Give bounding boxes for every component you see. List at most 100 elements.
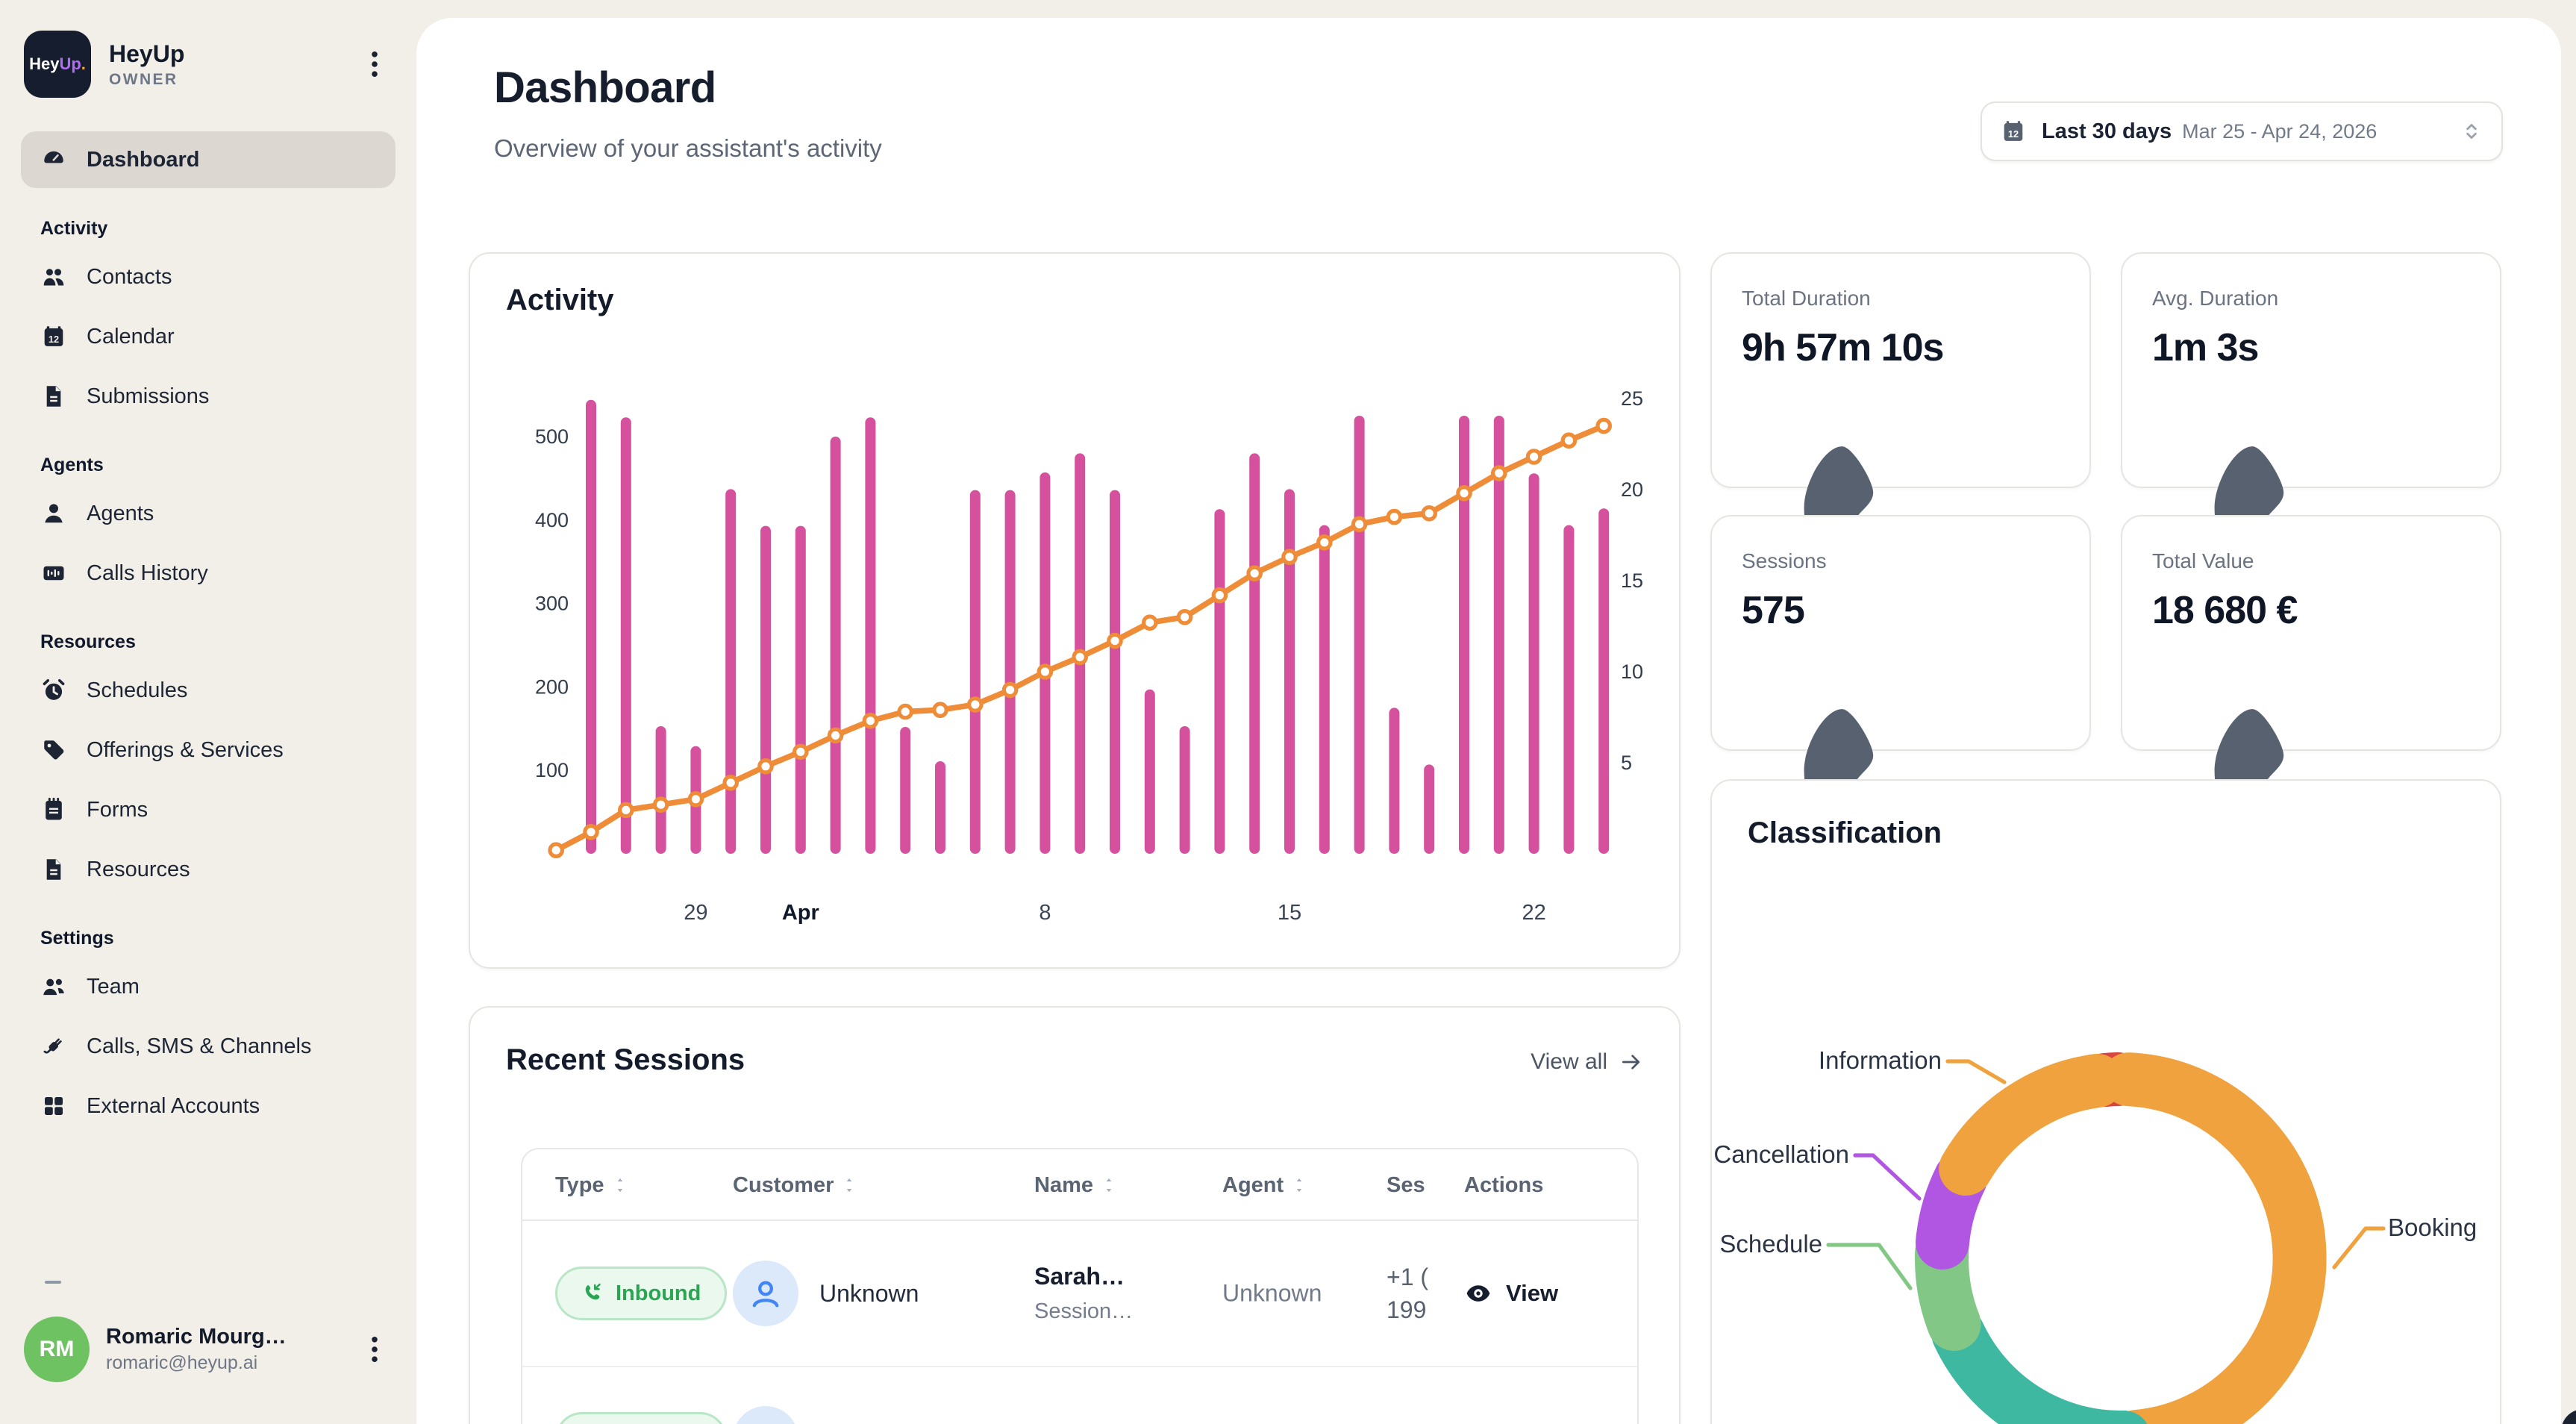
type-badge-inbound: Inbound <box>555 1412 728 1424</box>
stat-value: 575 <box>1742 589 1805 632</box>
sidebar-item-agents[interactable]: Agents <box>21 485 396 542</box>
workspace-menu-kebab-icon[interactable] <box>357 46 393 82</box>
column-header-actions: Actions <box>1464 1172 1544 1197</box>
recent-sessions-card: Recent Sessions View all Type Customer N… <box>469 1006 1681 1424</box>
activity-bar <box>1284 489 1295 854</box>
team-icon <box>40 973 67 1000</box>
sidebar-item-label: Submissions <box>87 384 210 408</box>
svg-text:5: 5 <box>1621 752 1632 774</box>
activity-bar <box>725 489 737 854</box>
activity-bar <box>1214 509 1225 854</box>
sidebar-item-calls-history[interactable]: Calls History <box>21 545 396 602</box>
person-icon <box>40 500 67 527</box>
activity-bar <box>935 761 945 854</box>
svg-text:12: 12 <box>49 334 59 345</box>
chevron-updown-icon <box>2460 119 2483 143</box>
sidebar-item-label: Calls History <box>87 560 208 585</box>
sidebar-item-submissions[interactable]: Submissions <box>21 368 396 425</box>
svg-text:300: 300 <box>535 593 569 615</box>
svg-text:8: 8 <box>1039 901 1051 925</box>
alarm-icon <box>40 677 67 704</box>
sidebar-item-label: Schedules <box>87 678 188 702</box>
sidebar-section-label: Resources <box>40 631 136 652</box>
donut-label-information: Information <box>1819 1046 1942 1074</box>
sidebar-item-calls-sms-channels[interactable]: Calls, SMS & Channels <box>21 1018 396 1075</box>
document-icon <box>40 856 67 883</box>
sidebar-item-offerings-services[interactable]: Offerings & Services <box>21 722 396 778</box>
sidebar-item-label: Calendar <box>87 324 175 349</box>
user-email: romaric@heyup.ai <box>106 1352 258 1373</box>
sidebar-item-label: Dashboard <box>87 147 200 172</box>
activity-bar <box>586 399 596 854</box>
sort-icon <box>610 1175 630 1195</box>
sidebar-item-label: Offerings & Services <box>87 737 284 762</box>
type-badge-inbound: Inbound <box>555 1267 728 1320</box>
sidebar-item-forms[interactable]: Forms <box>21 781 396 838</box>
user-menu-kebab-icon[interactable] <box>357 1331 393 1367</box>
sidebar-item-label: Resources <box>87 857 190 881</box>
tag-icon <box>40 737 67 763</box>
gauge-icon <box>40 146 67 173</box>
date-range-label: Last 30 days <box>2042 119 2172 143</box>
avatar: RM <box>24 1317 90 1382</box>
sort-icon <box>840 1175 859 1195</box>
donut-label-booking: Booking <box>2388 1214 2477 1241</box>
stat-label: Total Duration <box>1742 287 1871 310</box>
activity-bar <box>1563 525 1575 854</box>
view-button[interactable]: View <box>1464 1279 1558 1308</box>
sidebar-item-contacts[interactable]: Contacts <box>21 249 396 305</box>
svg-text:20: 20 <box>1621 478 1643 501</box>
waveform-icon <box>40 560 67 587</box>
sidebar-item-team[interactable]: Team <box>21 958 396 1015</box>
svg-text:10: 10 <box>1621 661 1643 683</box>
sidebar-item-schedules[interactable]: Schedules <box>21 662 396 719</box>
activity-chart: 100 200 300 400 500 5 10 15 20 25 29 Apr 8 15 22 <box>535 387 1643 925</box>
session-name: Sarah… <box>1034 1263 1125 1290</box>
sidebar-section-label: Settings <box>40 928 114 949</box>
stat-label: Total Value <box>2152 549 2254 572</box>
session-subtitle: Session… <box>1034 1299 1134 1323</box>
sidebar: HeyUp. HeyUp OWNER Dashboard Activity Co… <box>0 0 416 1424</box>
table-row[interactable]: Inbound Michael… +1 ( <box>522 1366 1637 1424</box>
date-range-picker[interactable]: 12 Last 30 days Mar 25 - Apr 24, 2026 <box>1981 102 2503 161</box>
customer-name: Unknown <box>819 1279 919 1307</box>
workspace-role: OWNER <box>109 70 178 88</box>
page-subtitle: Overview of your assistant's activity <box>494 134 882 162</box>
stat-card-sessions: Sessions 575 5173523 <box>1710 515 2091 1373</box>
view-all-link[interactable]: View all <box>1531 1049 1643 1075</box>
classification-donut-chart: Information Cancellation Schedule Booking <box>1713 1046 2477 1424</box>
activity-bar <box>1319 525 1330 854</box>
column-header-agent[interactable]: Agent <box>1222 1149 1309 1221</box>
calendar-icon: 12 <box>2000 118 2027 145</box>
table-row[interactable]: Inbound Unknown Sarah… Session… Unknown … <box>522 1221 1637 1366</box>
svg-text:12: 12 <box>2008 128 2019 140</box>
customer-avatar <box>733 1261 798 1326</box>
eye-icon <box>1464 1279 1492 1308</box>
donut-label-schedule: Schedule <box>1719 1230 1822 1258</box>
date-range-value: Mar 25 - Apr 24, 2026 <box>2182 119 2378 143</box>
svg-text:22: 22 <box>1522 901 1545 925</box>
column-header-name[interactable]: Name <box>1034 1149 1119 1221</box>
activity-bar <box>1110 490 1120 854</box>
floating-action-button[interactable] <box>2561 1409 2576 1424</box>
user-profile[interactable]: RM Romaric Mourg… romaric@heyup.ai <box>24 1317 393 1382</box>
activity-bar <box>1389 708 1400 854</box>
sidebar-item-label: Forms <box>87 797 149 822</box>
sidebar-item-dashboard[interactable]: Dashboard <box>21 131 396 188</box>
activity-bar <box>1144 689 1155 854</box>
activity-card-title: Activity <box>506 284 614 316</box>
main-panel: Dashboard Overview of your assistant's a… <box>416 18 2561 1424</box>
workspace-switcher[interactable]: HeyUp. HeyUp OWNER <box>24 30 393 99</box>
plug-icon <box>40 1033 67 1060</box>
sidebar-item-resources[interactable]: Resources <box>21 841 396 898</box>
stat-card-total-value: Total Value 18 680 € 16 112 €2 784 €1 78… <box>2121 515 2501 1373</box>
sidebar-item-calendar[interactable]: 12 Calendar <box>21 308 396 365</box>
stat-card-avg-duration: Avg. Duration 1m 3s 1m 3s1m 0s1m 5s <box>2121 252 2501 1377</box>
column-header-customer[interactable]: Customer <box>733 1149 859 1221</box>
activity-bar <box>1598 508 1610 854</box>
sidebar-item-external-accounts[interactable]: External Accounts <box>21 1078 396 1134</box>
svg-text:200: 200 <box>535 675 569 698</box>
column-header-type[interactable]: Type <box>555 1149 630 1221</box>
stat-label: Sessions <box>1742 549 1827 572</box>
activity-bar <box>1459 416 1469 854</box>
